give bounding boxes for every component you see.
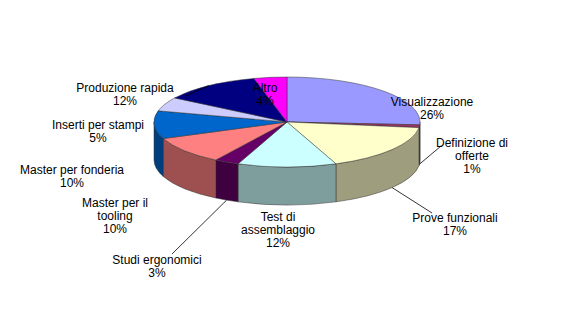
category-label: Test diassemblaggio: [241, 210, 315, 237]
label-line: tooling: [97, 209, 132, 223]
value-label: 4%: [256, 94, 274, 108]
category-label: Prove funzionali: [412, 211, 497, 225]
value-label: 26%: [420, 108, 444, 122]
slice-side: [216, 160, 238, 202]
slice-side: [238, 164, 336, 205]
value-label: 12%: [266, 236, 290, 250]
category-label: Studi ergonomici: [112, 253, 201, 267]
label-line: Studi ergonomici: [112, 253, 201, 267]
pie-tops: [154, 77, 420, 167]
label-line: Prove funzionali: [412, 211, 497, 225]
category-label: Visualizzazione: [391, 95, 474, 109]
category-label: Master per fonderia: [20, 163, 124, 177]
category-label: Altro: [253, 81, 278, 95]
leader-lines: [172, 86, 441, 254]
label-line: Altro: [253, 81, 278, 95]
value-label: 5%: [89, 131, 107, 145]
value-label: 10%: [103, 222, 127, 236]
category-label: Master per iltooling: [82, 196, 148, 223]
label-line: Test di: [261, 210, 296, 224]
label-line: Master per fonderia: [20, 163, 124, 177]
label-line: Inserti per stampi: [52, 118, 144, 132]
value-label: 3%: [148, 266, 166, 280]
chart-svg: Visualizzazione26%Definizione diofferte1…: [0, 0, 582, 330]
data-labels: Visualizzazione26%Definizione diofferte1…: [20, 81, 508, 280]
chart-container: Visualizzazione26%Definizione diofferte1…: [0, 0, 582, 330]
label-line: Visualizzazione: [391, 95, 474, 109]
background: [0, 0, 582, 330]
leader-line: [172, 200, 227, 254]
value-label: 1%: [463, 162, 481, 176]
label-line: offerte: [455, 149, 489, 163]
leader-line: [392, 188, 432, 213]
label-line: Definizione di: [436, 136, 508, 150]
slice: [175, 78, 287, 122]
category-label: Definizione diofferte: [436, 136, 508, 163]
value-label: 10%: [60, 176, 84, 190]
leader-line: [186, 86, 209, 96]
label-line: Master per il: [82, 196, 148, 210]
category-label: Inserti per stampi: [52, 118, 144, 132]
value-label: 12%: [113, 94, 137, 108]
value-label: 17%: [443, 224, 467, 238]
label-line: Produzione rapida: [76, 81, 174, 95]
category-label: Produzione rapida: [76, 81, 174, 95]
label-line: assemblaggio: [241, 223, 315, 237]
